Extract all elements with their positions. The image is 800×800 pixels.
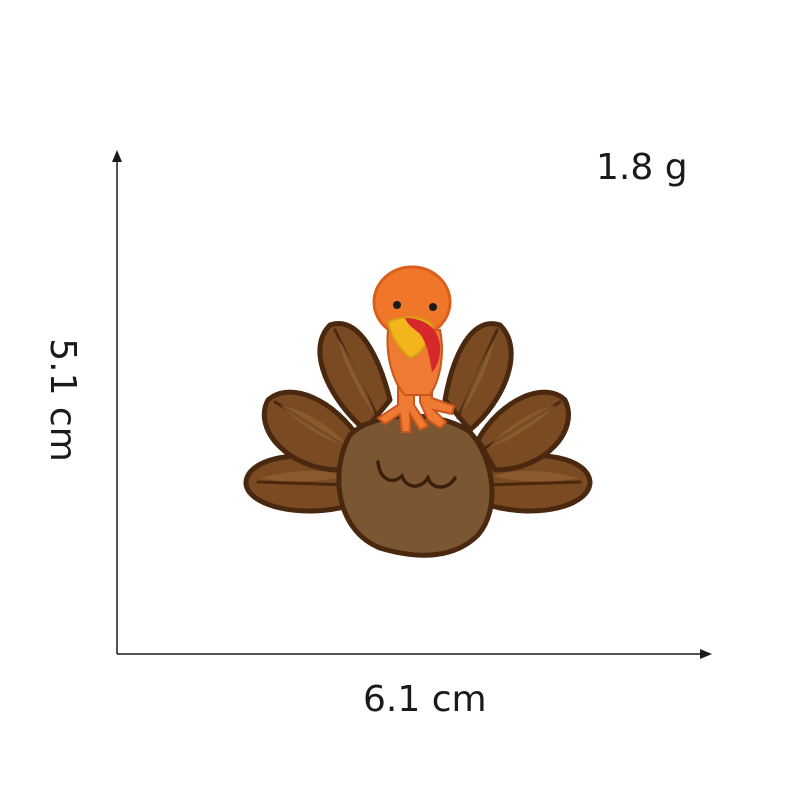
right-eye-icon <box>429 303 437 311</box>
wing-scallop-mark <box>376 460 457 489</box>
turkey-body <box>336 413 495 558</box>
width-axis-arrowhead <box>700 649 712 659</box>
width-label: 6.1 cm <box>363 679 487 720</box>
left-eye-icon <box>393 301 401 309</box>
turkey-embroidered-patch-icon <box>243 265 593 558</box>
weight-label: 1.8 g <box>596 147 688 188</box>
turkey-head <box>372 265 452 396</box>
feather-sheen <box>260 338 578 482</box>
height-label: 5.1 cm <box>42 338 83 462</box>
wattle-icon <box>405 318 441 372</box>
height-axis-arrowhead <box>112 150 122 162</box>
